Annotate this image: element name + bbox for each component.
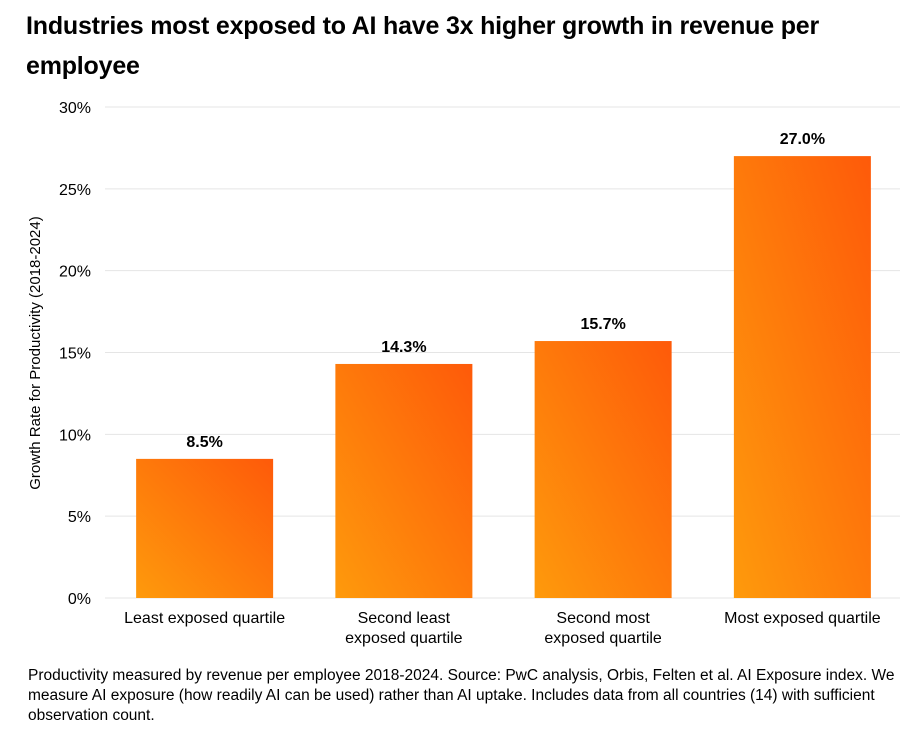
y-axis-ticks: 0% 5% 10% 15% 20% 25% 30%: [59, 100, 91, 608]
footnote: Productivity measured by revenue per emp…: [28, 667, 895, 724]
y-tick-label: 10%: [59, 427, 91, 444]
x-tick-label: Most exposed quartile: [724, 610, 881, 627]
y-tick-label: 5%: [68, 509, 91, 526]
y-tick-label: 20%: [59, 264, 91, 281]
y-axis-title: Growth Rate for Productivity (2018-2024): [27, 216, 44, 489]
bar: [136, 458, 274, 598]
data-label: 14.3%: [381, 339, 426, 356]
x-axis-ticks: Least exposed quartile Second least expose…: [124, 610, 881, 647]
bar: [534, 341, 672, 598]
x-tick-label: Least exposed quartile: [124, 610, 285, 627]
y-tick-label: 15%: [59, 346, 91, 363]
data-label: 15.7%: [580, 316, 625, 333]
bar: [335, 363, 473, 598]
data-label: 27.0%: [780, 131, 825, 148]
x-tick-label: Second most exposed quartile: [544, 610, 662, 647]
y-tick-label: 0%: [68, 591, 91, 608]
bars: [136, 156, 871, 598]
data-label: 8.5%: [186, 434, 222, 451]
y-tick-label: 25%: [59, 182, 91, 199]
data-labels: 8.5% 14.3% 15.7% 27.0%: [186, 131, 825, 451]
x-tick-label: Second least exposed quartile: [345, 610, 463, 647]
chart-title: Industries most exposed to AI have 3x hi…: [26, 12, 820, 80]
bar: [733, 156, 871, 598]
y-tick-label: 30%: [59, 100, 91, 117]
